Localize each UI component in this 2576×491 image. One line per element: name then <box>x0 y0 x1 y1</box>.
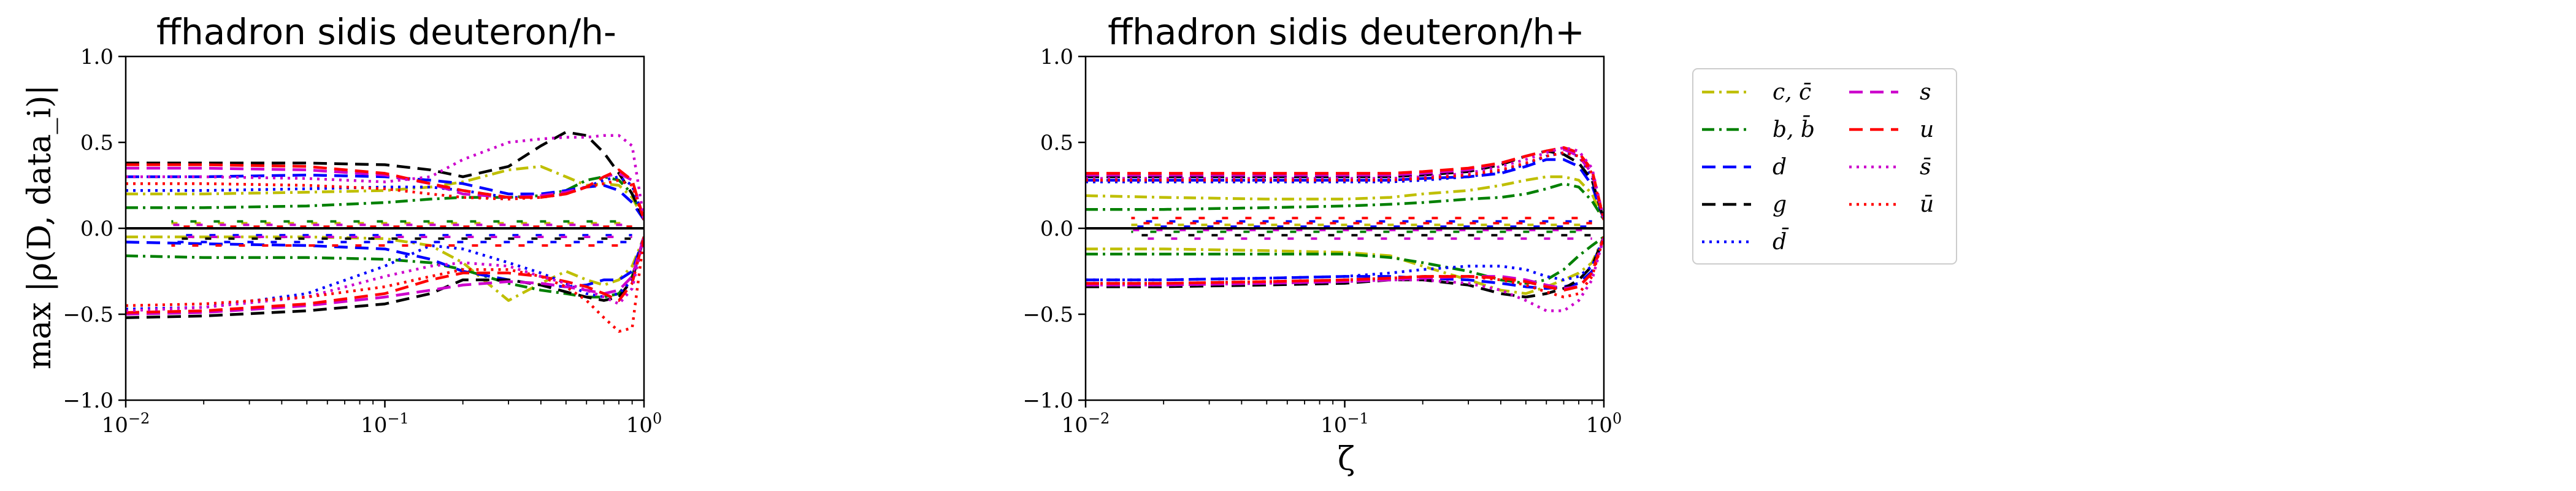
legend: c, c̄ b, b̄ dg d̄ su s̄ ū <box>1692 68 1957 265</box>
legend-label: c, c̄ <box>1773 80 1811 105</box>
series-line-ū-pos <box>126 179 644 220</box>
legend-label: s̄ <box>1920 155 1931 180</box>
panel-title: ffhadron sidis deuteron/h- <box>156 11 616 53</box>
x-tick-label: 10−2 <box>1062 410 1110 438</box>
series-line-d-neg <box>1086 236 1604 290</box>
x-tick-label: 10−1 <box>1321 410 1369 438</box>
legend-label: u <box>1920 117 1934 142</box>
series-line-d̄-neg <box>1086 236 1604 282</box>
series-line-c,c̄-pos <box>1086 175 1604 220</box>
series-line-g-pos <box>126 130 644 220</box>
plot-area: 1.0 0.5 0.0 −0.5 −1.010−2 10−1 100 <box>63 45 662 438</box>
series-line-b,b̄-pos <box>1086 182 1604 221</box>
near-zero-markers <box>171 220 632 247</box>
y-tick-label: 0.0 <box>1040 217 1073 241</box>
near-zero-markers <box>1131 217 1592 240</box>
y-tick-label: −1.0 <box>63 389 113 413</box>
y-tick-label: −1.0 <box>1022 389 1073 413</box>
series-line-s̄-pos <box>126 134 644 220</box>
series-line-s̄-neg <box>1086 236 1604 312</box>
y-tick-label: 0.5 <box>1040 131 1073 155</box>
y-tick-label: −0.5 <box>1022 303 1073 327</box>
panel-title: ffhadron sidis deuteron/h+ <box>1108 11 1585 53</box>
series-line-g-pos <box>1086 149 1604 220</box>
x-tick-label: 100 <box>1586 410 1622 438</box>
x-tick-label: 10−1 <box>361 410 409 438</box>
x-tick-label: 100 <box>626 410 662 438</box>
series-line-s-neg <box>126 236 644 316</box>
series-group <box>126 130 644 333</box>
y-tick-label: 0.0 <box>80 217 113 241</box>
x-tick-label: 10−2 <box>102 410 150 438</box>
legend-label: ū <box>1920 192 1934 217</box>
series-group <box>1086 146 1604 312</box>
legend-label: d̄ <box>1773 228 1789 255</box>
series-line-d̄-neg <box>126 236 644 311</box>
series-line-c,c̄-pos <box>126 164 644 221</box>
legend-label: s <box>1920 80 1931 105</box>
series-line-s̄-pos <box>1086 146 1604 220</box>
plot-area: 1.0 0.5 0.0 −0.5 −1.010−2 10−1 100 <box>1022 45 1622 438</box>
series-line-u-neg <box>126 236 644 314</box>
series-line-d-pos <box>126 173 644 221</box>
legend-label: d <box>1773 155 1787 180</box>
series-line-u-pos <box>1086 146 1604 220</box>
y-tick-label: 1.0 <box>1040 45 1073 69</box>
series-line-ū-neg <box>1086 236 1604 299</box>
legend-label: g <box>1773 192 1787 217</box>
y-tick-label: 1.0 <box>80 45 113 69</box>
y-tick-label: −0.5 <box>63 303 113 327</box>
series-line-g-neg <box>1086 236 1604 299</box>
series-line-c,c̄-neg <box>126 235 644 302</box>
panel-h-plus: ffhadron sidis deuteron/h+ ζ 1.0 0.5 0.0 −0… <box>1022 11 1622 477</box>
series-line-c,c̄-neg <box>1086 236 1604 295</box>
series-line-ū-pos <box>1086 151 1604 220</box>
panel-h-minus: ffhadron sidis deuteron/h- max |ρ(D, dat… <box>21 11 662 438</box>
x-axis-label: ζ <box>1338 441 1355 477</box>
series-line-s̄-neg <box>126 236 644 312</box>
legend-label: b, b̄ <box>1773 115 1815 142</box>
legend-frame <box>1692 68 1957 265</box>
y-tick-label: 0.5 <box>80 131 113 155</box>
y-axis-label: max |ρ(D, data_i)| <box>21 85 58 369</box>
